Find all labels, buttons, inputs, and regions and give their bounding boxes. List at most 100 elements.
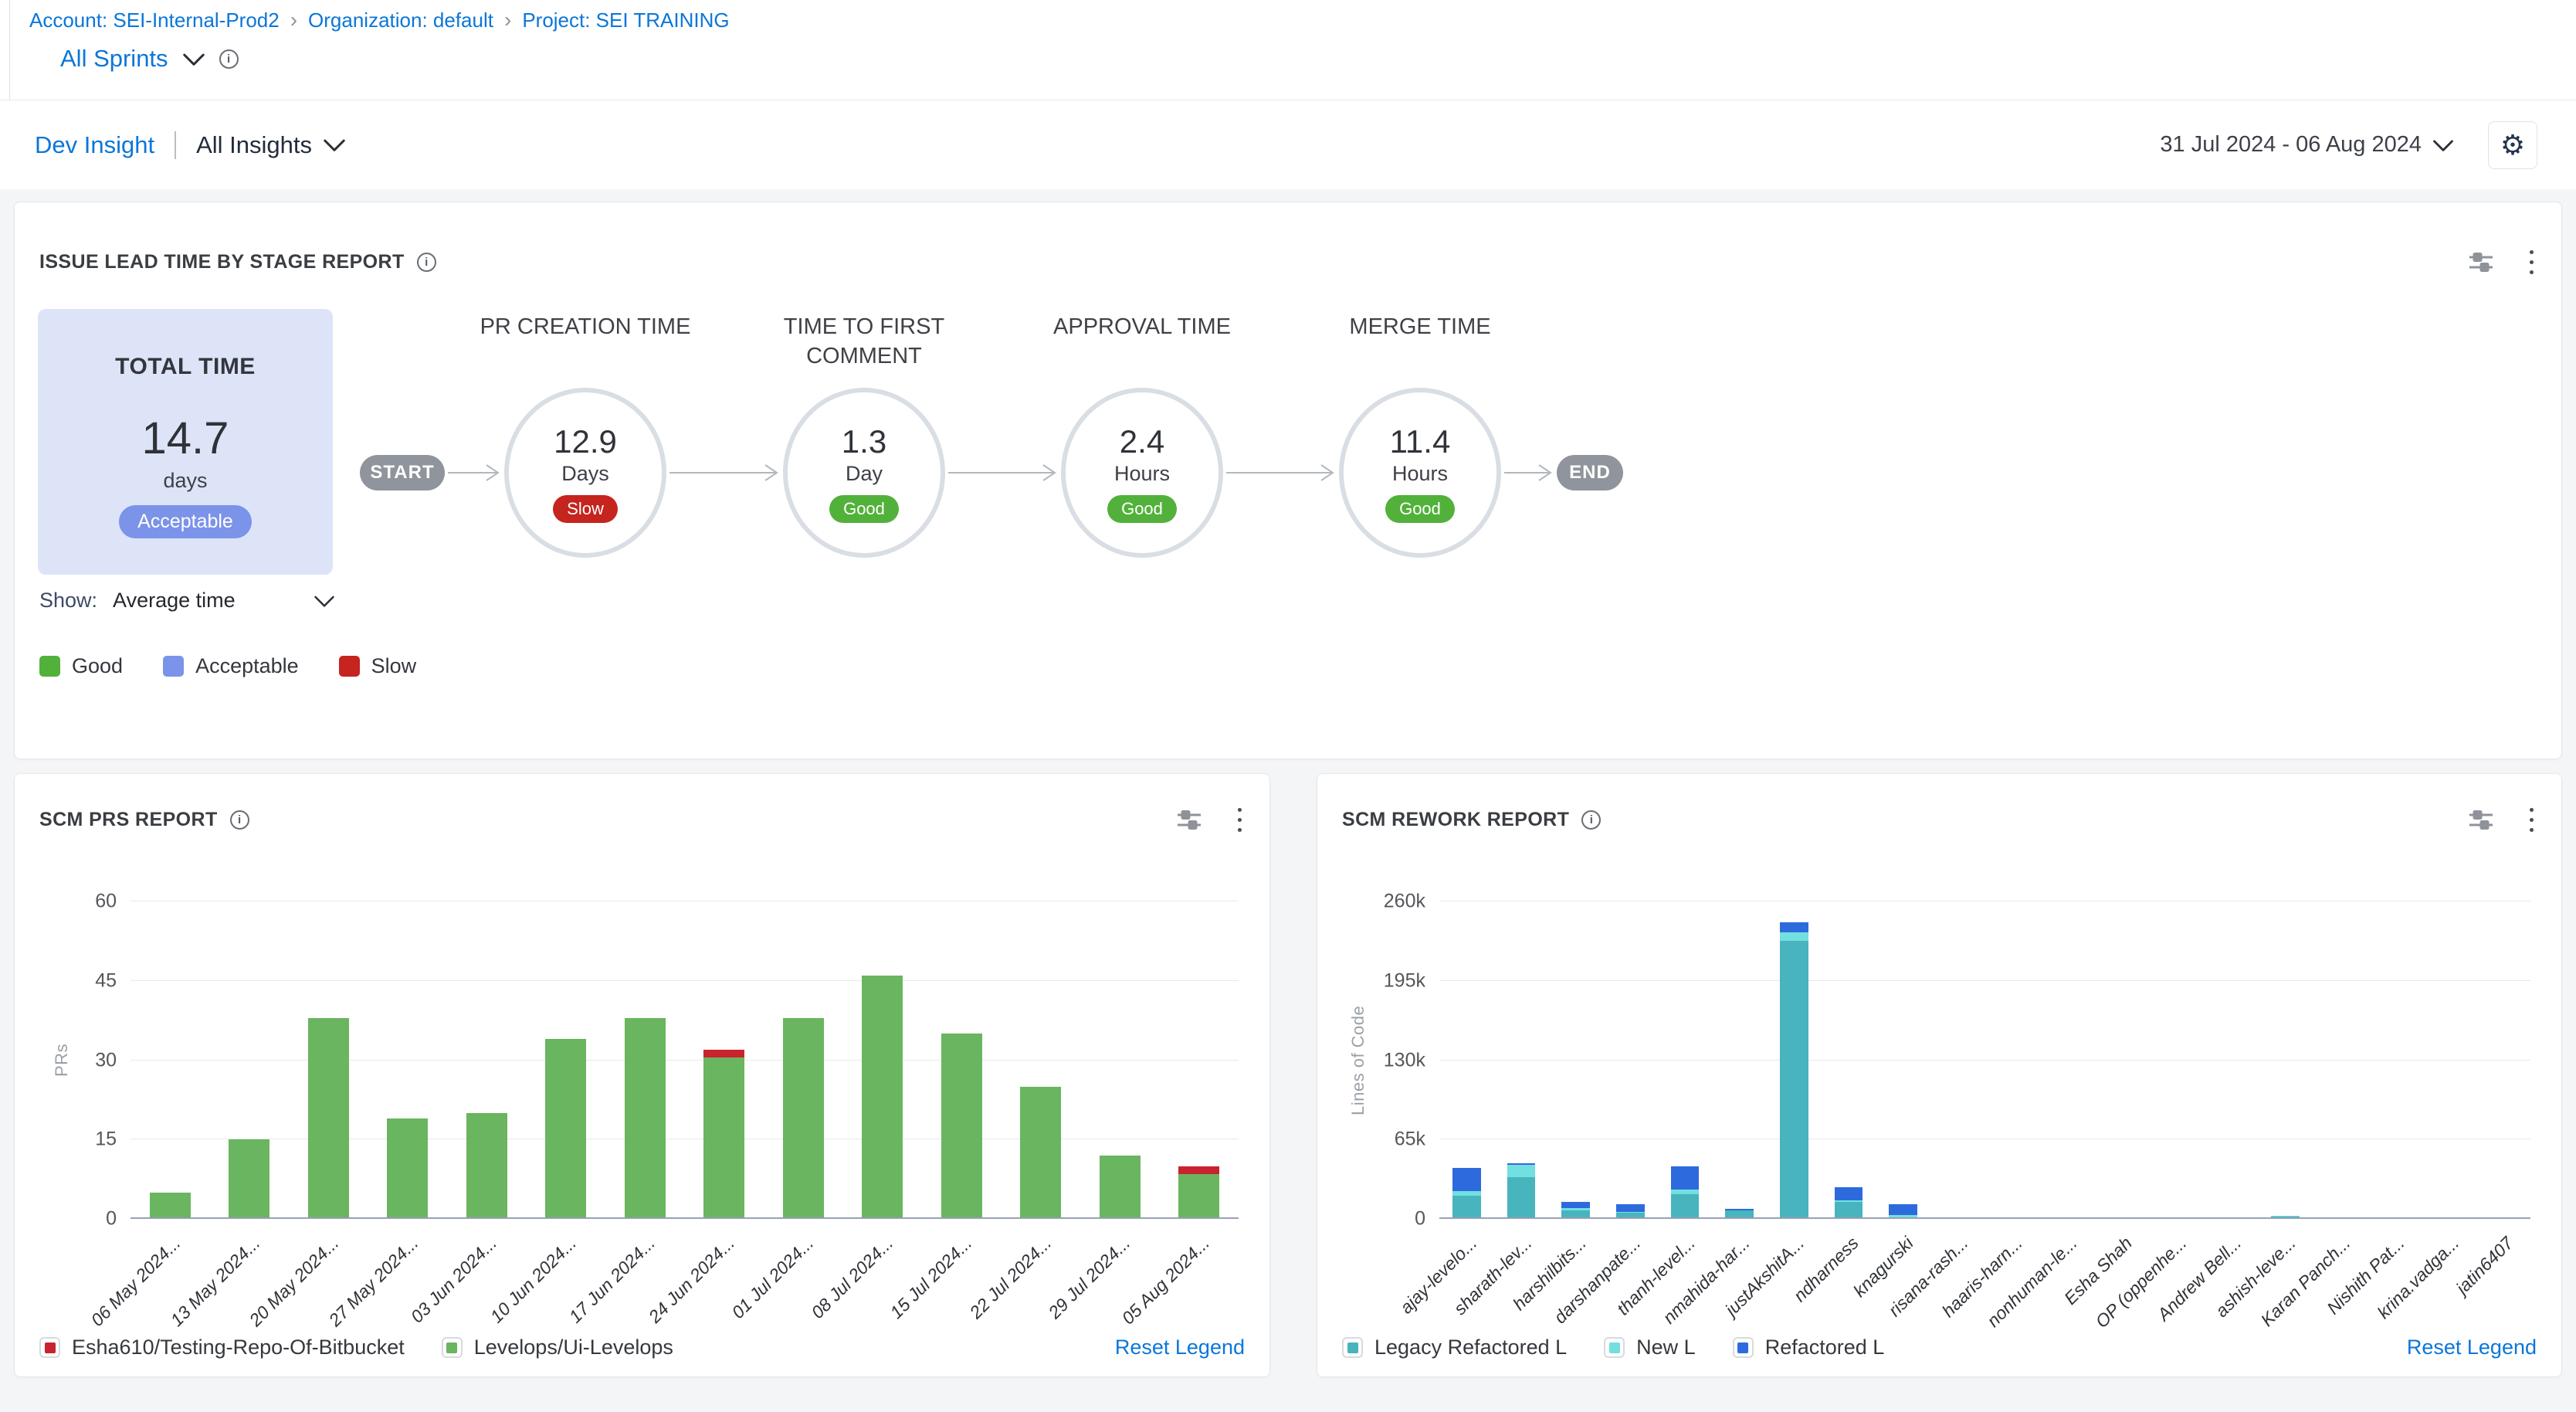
bar-slot [289,901,368,1219]
bar-segment[interactable] [625,1018,666,1219]
bar-segment[interactable] [1780,922,1808,932]
bar-segment[interactable] [1835,1202,1863,1219]
widget-filter-icon[interactable] [1176,806,1202,833]
bar-segment[interactable] [545,1039,586,1219]
legend-swatch [339,656,360,677]
sprint-selector-label[interactable]: All Sprints [60,45,168,73]
show-label: Show: [39,589,97,613]
flow-arrow-icon [448,463,500,483]
y-axis-tick-label: 60 [95,891,117,913]
bar-segment[interactable] [1671,1194,1700,1219]
bar-segment[interactable] [1178,1166,1219,1174]
bar-segment[interactable] [1178,1174,1219,1219]
vertical-divider [175,131,176,159]
y-axis-tick-label: 15 [95,1129,117,1151]
bar-segment[interactable] [229,1139,269,1219]
legend-label: New L [1636,1336,1696,1359]
show-metric-dropdown[interactable]: Average time [113,589,335,613]
gear-icon: ⚙ [2500,129,2525,161]
bar-segment[interactable] [1561,1202,1590,1208]
stage-title: PR CREATION TIME [454,312,717,341]
bar-segment[interactable] [150,1193,191,1219]
top-navigation-bar: Account: SEI-Internal-Prod2 › Organizati… [0,0,2576,100]
legend-checkbox [39,1337,60,1358]
total-time-card: TOTAL TIME 14.7 days Acceptable [38,309,333,575]
chart-legend-item[interactable]: Levelops/Ui-Levelops [442,1336,673,1359]
widget-filter-icon[interactable] [2468,806,2494,833]
bar-slot [527,901,606,1219]
bar-segment[interactable] [1452,1196,1481,1219]
stage-circle-time-to-first-comment[interactable]: 1.3 Day Good [783,388,945,558]
date-range-picker[interactable]: 31 Jul 2024 - 06 Aug 2024 [2160,132,2454,158]
bar-segment[interactable] [1020,1087,1061,1219]
info-icon[interactable]: i [219,49,239,69]
scm-prs-report-panel: SCM PRS REPORT i PRs 015304560 06 May 20… [14,773,1270,1377]
x-axis-tick-label: jatin6407 [2452,1233,2518,1298]
bar-chart-plot: 065k130k195k260k [1439,901,2530,1219]
panel-title: ISSUE LEAD TIME BY STAGE REPORT [39,251,405,273]
sprint-selector[interactable]: All Sprints i [60,45,2576,73]
kebab-menu-icon[interactable] [1238,808,1242,832]
info-icon[interactable]: i [230,810,249,830]
stage-circle-pr-creation[interactable]: 12.9 Days Slow [504,388,666,558]
chart-legend-item[interactable]: Refactored L [1733,1336,1885,1359]
info-icon[interactable]: i [1581,810,1601,830]
bar-segment[interactable] [1452,1168,1481,1191]
breadcrumb-organization-link[interactable]: Organization: default [308,8,493,32]
bar-segment[interactable] [1507,1165,1536,1177]
legend-checkbox [442,1337,463,1358]
bar-segment[interactable] [703,1057,744,1219]
bar-slot [1603,901,1658,1219]
bar-segment[interactable] [1889,1204,1917,1215]
bar-segment[interactable] [862,976,903,1219]
bar-segment[interactable] [1780,941,1808,1219]
stage-circle-merge-time[interactable]: 11.4 Hours Good [1339,388,1501,558]
y-axis-tick-label: 195k [1384,969,1425,992]
stage-value: 11.4 [1390,423,1451,460]
bar-segment[interactable] [1507,1177,1536,1219]
chevron-right-icon: › [504,8,511,32]
breadcrumb-account-link[interactable]: Account: SEI-Internal-Prod2 [29,8,280,32]
settings-button[interactable]: ⚙ [2488,121,2537,169]
bar-slot [843,901,923,1219]
flow-start-pill: START [360,455,445,490]
legend-label: Refactored L [1765,1336,1885,1359]
chart-legend-item[interactable]: Legacy Refactored L [1342,1336,1567,1359]
bar-segment[interactable] [1780,932,1808,941]
y-axis-tick-label: 260k [1384,891,1425,913]
bar-segment[interactable] [466,1113,507,1219]
bar-slot [1712,901,1767,1219]
bar-segment[interactable] [1671,1166,1700,1190]
issue-lead-time-panel: ISSUE LEAD TIME BY STAGE REPORT i TOTAL … [14,202,2562,759]
bar-segment[interactable] [941,1034,982,1219]
breadcrumb-project-link[interactable]: Project: SEI TRAINING [522,8,729,32]
bar-slot [1494,901,1549,1219]
insights-dropdown[interactable]: All Insights [196,131,346,159]
chart-legend-item[interactable]: Esha610/Testing-Repo-Of-Bitbucket [39,1336,405,1359]
kebab-menu-icon[interactable] [2530,250,2534,274]
insight-name-link[interactable]: Dev Insight [35,131,154,159]
stage-circle-approval-time[interactable]: 2.4 Hours Good [1061,388,1223,558]
bar-slot [2039,901,2094,1219]
legend-label: Acceptable [195,654,299,678]
legend-item-acceptable: Acceptable [163,654,299,678]
bar-segment[interactable] [308,1018,349,1219]
bar-slot [1658,901,1713,1219]
bar-segment[interactable] [703,1050,744,1057]
reset-legend-link[interactable]: Reset Legend [1115,1336,1245,1359]
bar-slot [2258,901,2313,1219]
bar-slot [368,901,448,1219]
reset-legend-link[interactable]: Reset Legend [2407,1336,2537,1359]
bar-segment[interactable] [1835,1187,1863,1200]
chevron-down-icon[interactable] [182,52,205,66]
stage-rating-badge: Good [1107,495,1177,523]
bar-segment[interactable] [387,1118,428,1219]
bar-segment[interactable] [1616,1204,1645,1211]
info-icon[interactable]: i [417,253,436,272]
bar-segment[interactable] [1100,1156,1141,1219]
kebab-menu-icon[interactable] [2530,808,2534,832]
chart-legend-item[interactable]: New L [1604,1336,1696,1359]
widget-filter-icon[interactable] [2468,249,2494,275]
legend-swatch [39,656,60,677]
bar-segment[interactable] [783,1018,824,1219]
